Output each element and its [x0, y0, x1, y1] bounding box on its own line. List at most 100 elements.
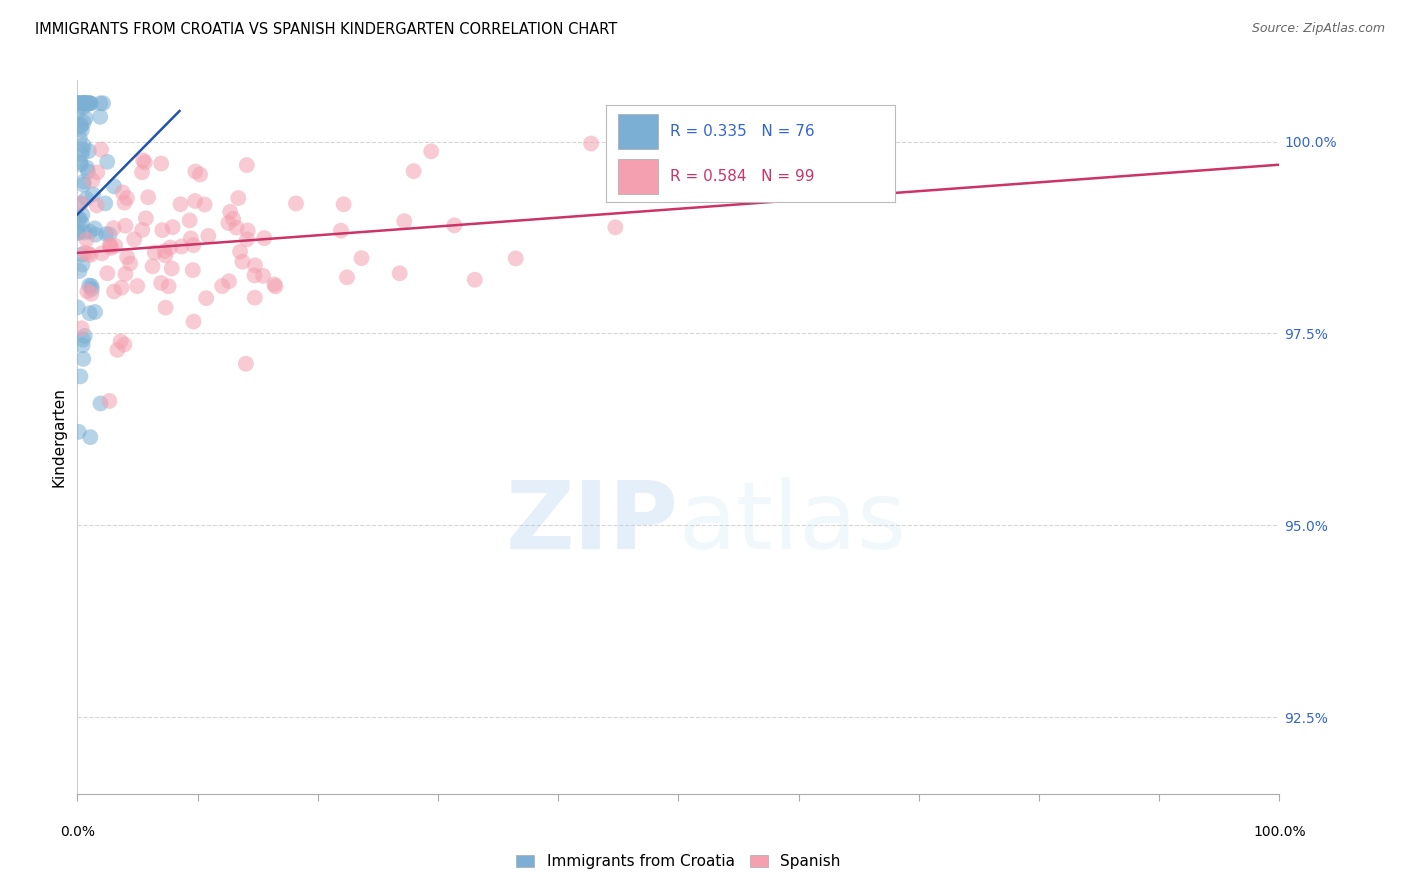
Point	[91, 246, 114, 260]
Point	[70, 118, 93, 132]
Point	[80, 282, 103, 296]
Point	[605, 220, 627, 235]
Point	[115, 250, 138, 264]
Point	[181, 263, 204, 277]
Point	[70, 157, 93, 171]
Point	[67, 225, 90, 239]
Point	[122, 232, 145, 246]
Point	[443, 219, 465, 233]
Point	[75, 96, 97, 111]
Point	[89, 110, 111, 124]
Point	[104, 239, 127, 253]
Point	[183, 315, 205, 329]
Point	[120, 256, 142, 270]
Point	[231, 254, 253, 268]
Point	[77, 278, 100, 293]
Point	[76, 233, 98, 247]
Point	[70, 96, 93, 111]
Point	[76, 285, 98, 299]
Point	[73, 96, 96, 111]
Point	[188, 168, 211, 182]
Point	[79, 430, 101, 444]
Point	[75, 192, 97, 206]
Point	[132, 153, 155, 168]
Point	[252, 268, 274, 283]
Point	[96, 154, 118, 169]
Point	[243, 258, 266, 272]
Point	[96, 227, 118, 241]
Point	[127, 279, 149, 293]
Point	[66, 96, 89, 111]
Point	[98, 238, 121, 252]
Point	[103, 221, 125, 235]
Point	[82, 187, 104, 202]
Point	[420, 145, 443, 159]
Point	[82, 173, 104, 187]
Text: ZIP: ZIP	[506, 476, 679, 569]
Point	[103, 179, 125, 194]
Text: 0.0%: 0.0%	[60, 825, 94, 839]
Text: Source: ZipAtlas.com: Source: ZipAtlas.com	[1251, 22, 1385, 36]
Point	[67, 96, 90, 111]
Point	[77, 246, 100, 260]
Point	[157, 279, 180, 293]
Point	[76, 161, 98, 175]
Point	[86, 198, 108, 212]
Point	[72, 96, 94, 111]
Point	[110, 334, 132, 349]
Point	[226, 191, 249, 205]
Point	[73, 96, 96, 111]
Point	[402, 164, 425, 178]
Point	[114, 219, 136, 233]
Point	[179, 213, 201, 227]
Point	[219, 205, 242, 219]
Point	[69, 212, 91, 227]
Point	[217, 216, 239, 230]
Point	[70, 216, 93, 230]
Point	[70, 120, 93, 134]
Point	[66, 96, 89, 111]
Point	[110, 281, 132, 295]
Point	[80, 279, 103, 293]
Point	[184, 194, 207, 208]
Point	[100, 238, 122, 252]
Point	[225, 220, 247, 235]
Point	[66, 105, 89, 120]
Point	[84, 227, 107, 242]
Point	[72, 351, 94, 366]
Point	[66, 301, 89, 315]
Point	[134, 155, 156, 169]
Point	[195, 291, 218, 305]
Point	[253, 231, 276, 245]
Point	[184, 164, 207, 178]
Point	[112, 195, 135, 210]
Point	[111, 186, 134, 200]
Text: IMMIGRANTS FROM CROATIA VS SPANISH KINDERGARTEN CORRELATION CHART: IMMIGRANTS FROM CROATIA VS SPANISH KINDE…	[35, 22, 617, 37]
Point	[170, 239, 193, 253]
Point	[72, 100, 94, 114]
Point	[235, 357, 257, 371]
Point	[336, 270, 359, 285]
Point	[159, 241, 181, 255]
Point	[131, 165, 153, 179]
Point	[77, 96, 100, 111]
Point	[73, 96, 96, 111]
Point	[67, 226, 90, 240]
Point	[70, 248, 93, 262]
Point	[72, 96, 94, 111]
Point	[72, 178, 94, 192]
Point	[388, 266, 411, 280]
Text: atlas: atlas	[679, 476, 907, 569]
Text: R = 0.335   N = 76: R = 0.335 N = 76	[669, 124, 814, 139]
Point	[79, 225, 101, 239]
Point	[72, 143, 94, 157]
Point	[79, 248, 101, 262]
Point	[150, 223, 173, 237]
Point	[73, 175, 96, 189]
Point	[67, 425, 90, 439]
Point	[107, 343, 129, 357]
Point	[218, 274, 240, 288]
Point	[79, 96, 101, 111]
Point	[243, 291, 266, 305]
Point	[94, 196, 117, 211]
